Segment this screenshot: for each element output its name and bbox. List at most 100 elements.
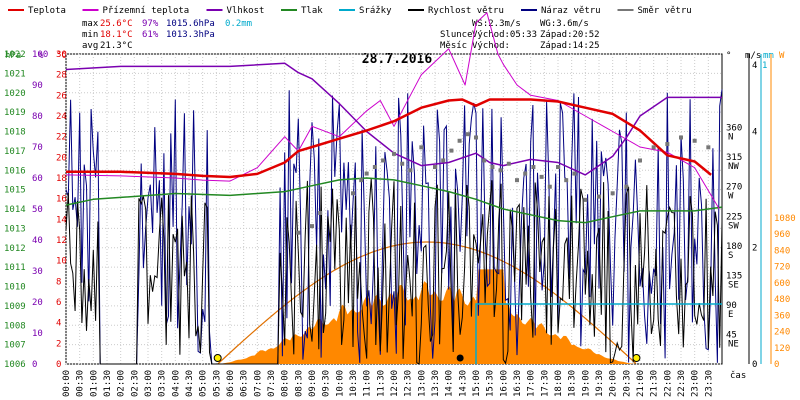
pct-tick-label: 20: [32, 298, 43, 308]
time-tick-label: 14:30: [458, 370, 468, 397]
unit-pct: %: [38, 51, 44, 61]
time-tick-label: 11:30: [376, 370, 386, 397]
time-tick-label: 03:30: [158, 370, 168, 397]
time-tick-label: 13:30: [431, 370, 441, 397]
degc-tick-label: 12: [56, 236, 67, 246]
w-tick-label: 840: [774, 246, 790, 256]
degc-tick-label: 20: [56, 153, 67, 163]
wind-dir-point: [419, 145, 424, 150]
time-axis-label: čas: [730, 370, 746, 381]
time-tick-label: 23:30: [704, 370, 714, 397]
hpa-tick-label: 1022: [4, 50, 26, 60]
time-tick-label: 03:00: [144, 370, 154, 397]
w-tick-label: 720: [774, 263, 790, 273]
wind-dir-point: [651, 145, 656, 150]
wind-dir-point: [381, 158, 386, 163]
wind-dir-point: [296, 230, 301, 235]
degc-tick-label: 28: [56, 71, 67, 81]
dir-tick-deg: 360: [726, 124, 742, 134]
hpa-tick-label: 1014: [4, 205, 26, 215]
degc-tick-label: 22: [56, 133, 67, 143]
wind-dir-point: [665, 142, 670, 147]
wind-dir-point: [506, 161, 511, 166]
dir-tick-name: SW: [728, 221, 739, 231]
sunrise-marker: [213, 354, 222, 362]
pct-tick-label: 70: [32, 143, 43, 153]
pct-tick-label: 10: [32, 329, 43, 339]
hpa-tick-label: 1010: [4, 283, 26, 293]
legend: Teplota Přízemní teplota Vlhkost Tlak Srážky…: [8, 6, 692, 16]
w-tick-label: 600: [774, 279, 790, 289]
wind-dir-point: [465, 132, 470, 137]
degc-tick-label: 24: [56, 112, 67, 122]
stat-avg-label: avg: [82, 41, 98, 51]
humidity-line: [65, 62, 722, 176]
wind-gust-line: [65, 89, 723, 365]
wind-dir-point: [539, 174, 544, 179]
stat-min-press: 1013.3hPa: [166, 30, 215, 40]
time-tick-label: 06:00: [226, 370, 236, 397]
dir-tick-name: SE: [728, 280, 739, 290]
wind-dir-point: [449, 148, 454, 153]
time-tick-label: 09:30: [322, 370, 332, 397]
wind-dir-point: [318, 210, 323, 215]
stat-avg-temp: 21.3°C: [100, 41, 133, 51]
wind-dir-point: [531, 165, 536, 170]
time-tick-label: 11:00: [363, 370, 373, 397]
time-tick-label: 19:00: [581, 370, 591, 397]
time-tick-label: 00:30: [76, 370, 86, 397]
plot-area: [65, 12, 723, 365]
pct-tick-label: 40: [32, 236, 43, 246]
wind-dir-point: [597, 194, 601, 199]
wind-sun-info: WS:2.3m/s WG:3.6m/s Slunce Východ:05:33 …: [440, 19, 600, 51]
dir-tick-deg: 180: [726, 242, 742, 252]
ground-temp-line: [65, 12, 720, 210]
moonset-marker: [456, 354, 464, 362]
time-tick-label: 05:00: [199, 370, 209, 397]
legend-label-7: Směr větru: [638, 6, 692, 16]
stats-block: max 25.6°C 97% 1015.6hPa 0.2mm min 18.1°…: [82, 19, 252, 51]
time-tick-label: 10:00: [335, 370, 345, 397]
hpa-tick-label: 1015: [4, 186, 26, 196]
unit-ms: m/s: [745, 51, 761, 61]
hpa-tick-label: 1013: [4, 224, 26, 234]
time-tick-label: 22:30: [677, 370, 687, 397]
degc-tick-label: 0: [56, 360, 61, 370]
degc-tick-label: 26: [56, 91, 67, 101]
w-tick-label: 240: [774, 328, 790, 338]
degc-tick-label: 16: [56, 195, 67, 205]
ms-tick-label: 4: [752, 127, 757, 137]
wind-dir-point: [482, 158, 487, 163]
wind-dir-point: [624, 184, 629, 189]
time-tick-label: 21:00: [636, 370, 646, 397]
wind-dir-point: [692, 138, 697, 143]
time-tick-label: 10:30: [349, 370, 359, 397]
stat-max-label: max: [82, 19, 99, 29]
hpa-tick-label: 1016: [4, 166, 26, 176]
time-tick-label: 02:30: [130, 370, 140, 397]
chart-title: 28.7.2016: [362, 52, 433, 67]
legend-label-4: Srážky: [359, 6, 392, 16]
pct-tick-label: 90: [32, 81, 43, 91]
wind-dir-point: [359, 178, 364, 183]
hpa-tick-label: 1018: [4, 128, 26, 138]
dir-tick-name: N: [728, 133, 733, 143]
dir-tick-name: E: [728, 310, 733, 320]
legend-label-3: Tlak: [301, 6, 323, 16]
sun-label: Slunce: [440, 30, 473, 40]
unit-dir: °: [726, 51, 731, 61]
dir-tick-deg: 315: [726, 153, 742, 163]
degc-tick-label: 2: [56, 339, 61, 349]
dir-tick-deg: 225: [726, 212, 742, 222]
time-tick-label: 00:00: [62, 370, 72, 397]
dir-tick-name: W: [728, 192, 734, 202]
wind-dir-point: [372, 165, 377, 170]
moon-rise: Východ:: [472, 41, 510, 51]
time-tick-label: 17:00: [527, 370, 537, 397]
stat-min-label: min: [82, 30, 98, 40]
w-tick-label: 360: [774, 311, 790, 321]
dir-tick-name: NE: [728, 339, 739, 349]
wind-dir-point: [433, 165, 437, 170]
time-tick-label: 13:00: [417, 370, 427, 397]
